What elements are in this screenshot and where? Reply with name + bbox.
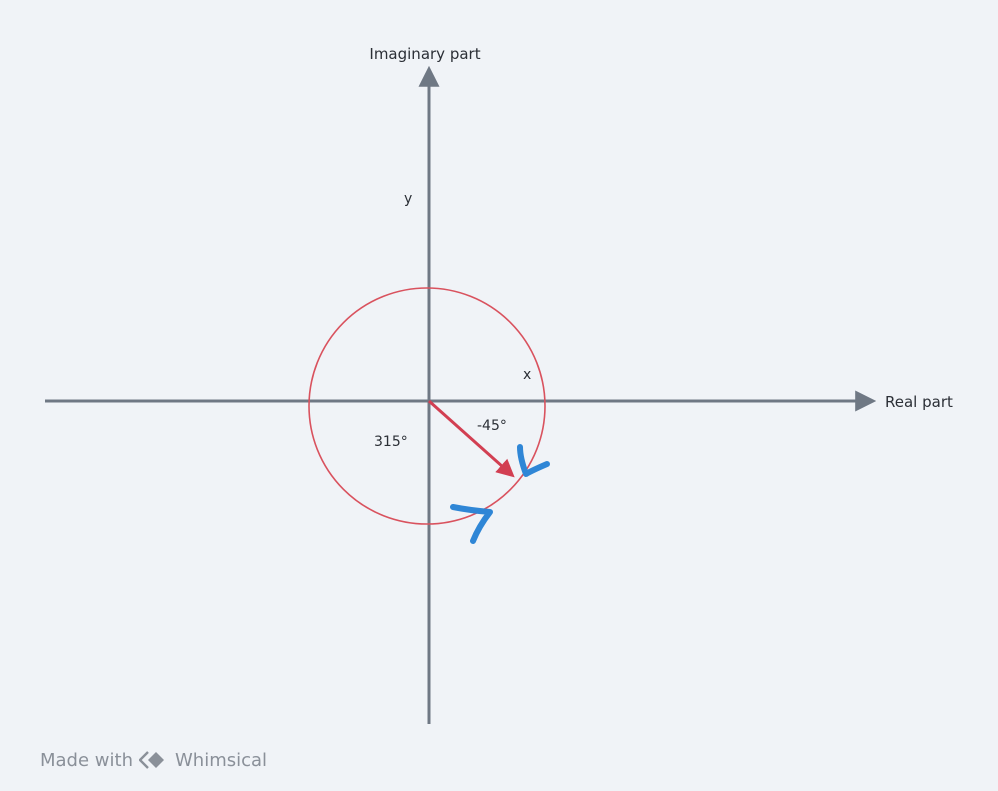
angle-vector-arrow [429,401,512,475]
watermark-brand: Whimsical [175,750,267,771]
unit-circle [309,288,545,524]
y-marker-label: y [404,191,412,207]
chevron-annotation-icon [520,447,547,474]
chevron-annotation-icon [453,507,490,541]
whimsical-logo-icon [139,751,169,769]
made-with-whimsical-watermark[interactable]: Made with Whimsical [40,748,267,772]
positive-angle-label: 315° [374,434,408,450]
negative-angle-label: -45° [477,418,507,434]
x-marker-label: x [523,367,531,383]
watermark-prefix: Made with [40,750,133,771]
imaginary-axis-label: Imaginary part [369,45,480,63]
real-axis-label: Real part [885,393,953,411]
